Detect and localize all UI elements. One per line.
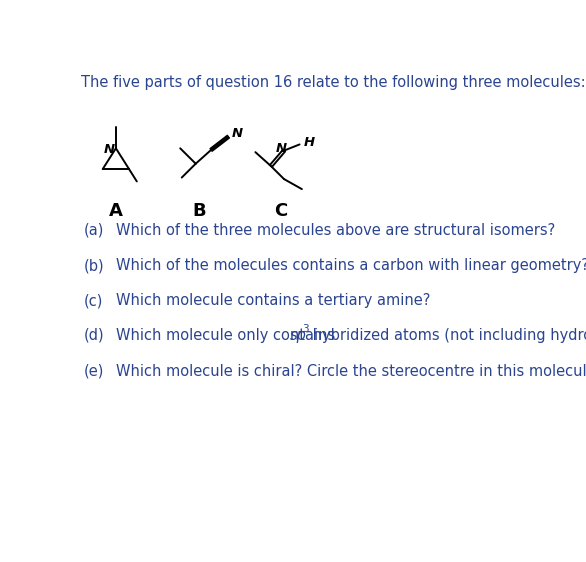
- Text: Which molecule is chiral? Circle the stereocentre in this molecule.: Which molecule is chiral? Circle the ste…: [116, 364, 586, 379]
- Text: The five parts of question 16 relate to the following three molecules:: The five parts of question 16 relate to …: [81, 75, 585, 90]
- Text: A: A: [109, 202, 123, 220]
- Text: (e): (e): [83, 364, 104, 379]
- Text: N: N: [275, 142, 287, 155]
- Text: Which molecule only contains: Which molecule only contains: [116, 328, 340, 343]
- Text: B: B: [193, 202, 206, 220]
- Text: (b): (b): [83, 259, 104, 273]
- Text: (c): (c): [83, 293, 103, 308]
- Text: (a): (a): [83, 223, 104, 238]
- Text: Which molecule contains a tertiary amine?: Which molecule contains a tertiary amine…: [116, 293, 430, 308]
- Text: N: N: [232, 127, 243, 140]
- Text: C: C: [274, 202, 288, 220]
- Text: Which of the three molecules above are structural isomers?: Which of the three molecules above are s…: [116, 223, 555, 238]
- Text: hybridized atoms (not including hydrogen)?: hybridized atoms (not including hydrogen…: [308, 328, 586, 343]
- Text: (d): (d): [83, 328, 104, 343]
- Text: N: N: [103, 143, 114, 156]
- Text: sp: sp: [289, 328, 306, 343]
- Text: 3: 3: [302, 324, 309, 334]
- Text: Which of the molecules contains a carbon with linear geometry?: Which of the molecules contains a carbon…: [116, 259, 586, 273]
- Text: H: H: [304, 135, 315, 148]
